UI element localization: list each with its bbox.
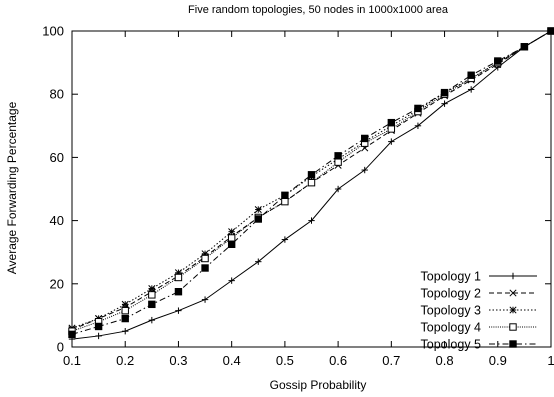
topology-1-point bbox=[388, 138, 395, 145]
topology-5-point bbox=[94, 322, 103, 331]
x-tick-label: 0.5 bbox=[276, 353, 294, 368]
x-tick-label: 0.1 bbox=[63, 353, 81, 368]
legend-marker-topology-5 bbox=[509, 340, 517, 348]
plot-area: 0 20 40 60 80 100 0.1 0.2 0.3 0.4 0.5 0.6 0.7 0.8 0.9 1 bbox=[42, 24, 554, 368]
x-tick-label: 0.6 bbox=[329, 353, 347, 368]
x-tick-label: 0.8 bbox=[436, 353, 454, 368]
topology-4-point bbox=[227, 234, 236, 242]
y-tick-label: 40 bbox=[50, 213, 64, 228]
topology-1-point bbox=[414, 122, 422, 129]
topology-5-point bbox=[467, 71, 475, 79]
legend: Topology 1 Topology 2 Topology 3 Topology 4… bbox=[421, 270, 537, 352]
topology-3-point bbox=[148, 284, 156, 293]
topology-4-point bbox=[281, 197, 289, 206]
topology-5-point bbox=[281, 191, 289, 200]
x-tick-label: 0.3 bbox=[169, 353, 187, 368]
topology-4-point bbox=[148, 291, 156, 299]
x-tick-label: 0.4 bbox=[223, 353, 241, 368]
topology-1-point bbox=[441, 100, 448, 107]
chart-title: Five random topologies, 50 nodes in 1000… bbox=[188, 4, 449, 16]
topology-5-point bbox=[494, 57, 502, 65]
topology-5-point bbox=[440, 88, 449, 97]
topology-1-point bbox=[201, 296, 209, 303]
topology-1-point bbox=[175, 307, 182, 314]
topology-5-point bbox=[520, 43, 529, 51]
y-tick-label: 0 bbox=[57, 340, 64, 355]
topology-3-point bbox=[228, 228, 236, 236]
topology-5-point bbox=[121, 314, 129, 323]
topology-5-point bbox=[334, 152, 342, 160]
y-tick-label: 60 bbox=[50, 150, 64, 165]
topology-5-point bbox=[387, 118, 396, 127]
topology-4-point bbox=[174, 273, 183, 282]
topology-1-point bbox=[148, 316, 156, 324]
legend-marker-topology-2 bbox=[509, 289, 517, 297]
x-tick-label: 0.9 bbox=[489, 353, 507, 368]
topology-1-point bbox=[334, 185, 342, 193]
topology-5-point bbox=[414, 104, 422, 113]
topology-1-point bbox=[281, 236, 289, 243]
topology-1-point bbox=[122, 328, 129, 335]
y-tick-label: 80 bbox=[50, 87, 64, 102]
plot-frame bbox=[71, 30, 552, 348]
legend-label-topology-5: Topology 5 bbox=[421, 338, 482, 352]
legend-marker-topology-1 bbox=[509, 272, 517, 280]
topology-1-point bbox=[467, 86, 475, 93]
legend-label-topology-1: Topology 1 bbox=[421, 270, 482, 284]
topology-5-point bbox=[174, 288, 183, 296]
topology-5-point bbox=[254, 215, 262, 223]
topology-4-point bbox=[334, 158, 342, 166]
topology-5-point bbox=[307, 171, 316, 179]
topology-1-point bbox=[95, 332, 102, 340]
x-tick-label: 1 bbox=[547, 353, 554, 368]
topology-4-point bbox=[121, 306, 129, 315]
topology-1-point bbox=[361, 166, 368, 174]
topology-1-point bbox=[255, 258, 262, 265]
x-tick-label: 0.2 bbox=[116, 353, 134, 368]
legend-label-topology-4: Topology 4 bbox=[421, 321, 482, 335]
x-tick-label: 0.7 bbox=[382, 353, 400, 368]
topology-5-point bbox=[361, 134, 369, 143]
topology-4-point bbox=[201, 254, 209, 263]
topology-5-point bbox=[201, 264, 209, 272]
legend-marker-topology-3 bbox=[509, 306, 517, 314]
topology-1-point bbox=[228, 277, 235, 284]
x-axis-title: Gossip Probability bbox=[270, 378, 367, 392]
topology-4-point bbox=[307, 178, 316, 187]
topology-5-point bbox=[227, 240, 236, 249]
topology-5-point bbox=[148, 300, 156, 309]
y-tick-label: 20 bbox=[50, 276, 64, 291]
topology-1-point bbox=[308, 217, 315, 224]
topology-4-point bbox=[387, 125, 396, 133]
topology-3-point bbox=[121, 300, 129, 308]
topology-3-point bbox=[254, 205, 262, 214]
topology-5-point bbox=[68, 330, 76, 339]
legend-label-topology-2: Topology 2 bbox=[421, 287, 482, 301]
y-axis-title: Average Forwarding Percentage bbox=[5, 101, 19, 274]
legend-label-topology-3: Topology 3 bbox=[421, 304, 482, 318]
y-tick-label: 100 bbox=[42, 24, 64, 39]
legend-marker-topology-4 bbox=[509, 323, 517, 331]
topology-5-point bbox=[547, 27, 554, 35]
